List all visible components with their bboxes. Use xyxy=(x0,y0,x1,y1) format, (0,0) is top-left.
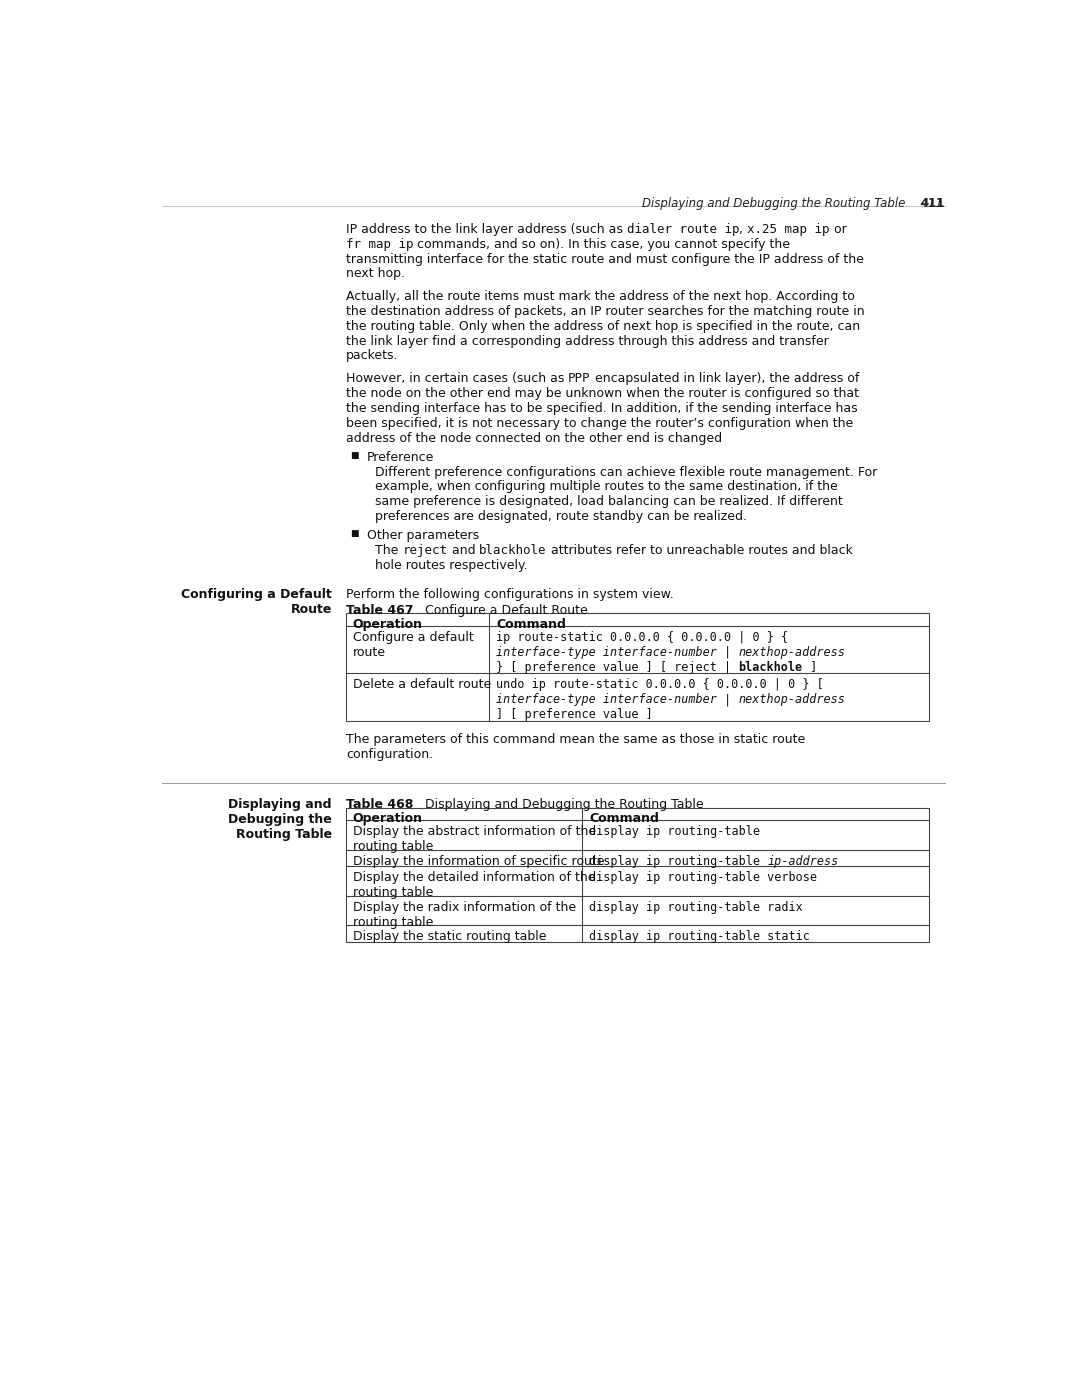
Text: configuration.: configuration. xyxy=(346,747,433,761)
Text: the sending interface has to be specified. In addition, if the sending interface: the sending interface has to be specifie… xyxy=(346,402,858,415)
Text: Command: Command xyxy=(590,812,659,826)
Text: Preference: Preference xyxy=(367,451,434,464)
Text: transmitting interface for the static route and must configure the IP address of: transmitting interface for the static ro… xyxy=(346,253,864,265)
Text: Displaying and Debugging the Routing Table: Displaying and Debugging the Routing Tab… xyxy=(414,798,704,812)
Text: Operation: Operation xyxy=(353,617,422,630)
Text: next hop.: next hop. xyxy=(346,267,405,281)
Text: routing table: routing table xyxy=(353,840,433,854)
Text: display ip routing-table radix: display ip routing-table radix xyxy=(590,901,802,914)
Text: Configuring a Default: Configuring a Default xyxy=(181,588,332,601)
Text: Operation: Operation xyxy=(353,812,422,826)
Text: ■: ■ xyxy=(350,451,359,460)
Text: display ip routing-table: display ip routing-table xyxy=(590,826,760,838)
Text: the destination address of packets, an IP router searches for the matching route: the destination address of packets, an I… xyxy=(346,305,864,319)
Text: routing table: routing table xyxy=(353,915,433,929)
Text: encapsulated in link layer), the address of: encapsulated in link layer), the address… xyxy=(591,373,859,386)
Text: address of the node connected on the other end is changed: address of the node connected on the oth… xyxy=(346,432,721,444)
Text: ]: ] xyxy=(802,661,816,673)
Text: Configure a default: Configure a default xyxy=(353,631,473,644)
Text: fr map ip: fr map ip xyxy=(346,237,414,251)
Text: attributes refer to unreachable routes and black: attributes refer to unreachable routes a… xyxy=(546,543,852,557)
Text: Table 468: Table 468 xyxy=(346,798,414,812)
Text: ] [ preference value ]: ] [ preference value ] xyxy=(496,708,653,721)
Text: The parameters of this command mean the same as those in static route: The parameters of this command mean the … xyxy=(346,733,805,746)
Text: PPP: PPP xyxy=(568,373,591,386)
Bar xyxy=(346,807,930,942)
Text: display ip routing-table verbose: display ip routing-table verbose xyxy=(590,872,818,884)
Text: the node on the other end may be unknown when the router is configured so that: the node on the other end may be unknown… xyxy=(346,387,859,400)
Text: ip-address: ip-address xyxy=(767,855,838,868)
Text: interface-type interface-number: interface-type interface-number xyxy=(496,645,717,659)
Text: Delete a default route: Delete a default route xyxy=(353,679,491,692)
Text: dialer route ip: dialer route ip xyxy=(626,224,739,236)
Text: or: or xyxy=(829,224,847,236)
Text: and: and xyxy=(447,543,480,557)
Text: The: The xyxy=(375,543,403,557)
Text: Debugging the: Debugging the xyxy=(228,813,332,826)
Bar xyxy=(346,613,930,721)
Text: packets.: packets. xyxy=(346,349,399,362)
Text: } [ preference value ] [ reject |: } [ preference value ] [ reject | xyxy=(496,661,739,673)
Text: Displaying and Debugging the Routing Table    411: Displaying and Debugging the Routing Tab… xyxy=(642,197,943,210)
Text: Command: Command xyxy=(496,617,566,630)
Text: the link layer find a corresponding address through this address and transfer: the link layer find a corresponding addr… xyxy=(346,335,828,348)
Text: nexthop-address: nexthop-address xyxy=(739,693,846,705)
Text: |: | xyxy=(717,645,739,659)
Text: Displaying and: Displaying and xyxy=(228,798,332,812)
Text: Display the static routing table: Display the static routing table xyxy=(353,930,546,943)
Text: Display the information of specific route: Display the information of specific rout… xyxy=(353,855,605,868)
Text: routing table: routing table xyxy=(353,886,433,900)
Text: blackhole: blackhole xyxy=(480,543,546,557)
Text: Table 467: Table 467 xyxy=(346,604,414,616)
Text: route: route xyxy=(353,645,386,659)
Text: commands, and so on). In this case, you cannot specify the: commands, and so on). In this case, you … xyxy=(414,237,791,251)
Text: display ip routing-table static: display ip routing-table static xyxy=(590,930,810,943)
Text: |: | xyxy=(717,693,739,705)
Text: display ip routing-table: display ip routing-table xyxy=(590,855,767,868)
Text: Different preference configurations can achieve flexible route management. For: Different preference configurations can … xyxy=(375,465,877,479)
Text: IP address to the link layer address (such as: IP address to the link layer address (su… xyxy=(346,224,626,236)
Text: nexthop-address: nexthop-address xyxy=(739,645,846,659)
Text: 411: 411 xyxy=(920,197,945,210)
Text: Display the radix information of the: Display the radix information of the xyxy=(353,901,576,914)
Text: blackhole: blackhole xyxy=(739,661,802,673)
Text: been specified, it is not necessary to change the router’s configuration when th: been specified, it is not necessary to c… xyxy=(346,416,853,430)
Text: hole routes respectively.: hole routes respectively. xyxy=(375,559,528,571)
Text: preferences are designated, route standby can be realized.: preferences are designated, route standb… xyxy=(375,510,747,522)
Text: ■: ■ xyxy=(350,529,359,538)
Text: example, when configuring multiple routes to the same destination, if the: example, when configuring multiple route… xyxy=(375,481,838,493)
Text: undo ip route-static 0.0.0.0 { 0.0.0.0 | 0 } [: undo ip route-static 0.0.0.0 { 0.0.0.0 |… xyxy=(496,679,824,692)
Text: x.25 map ip: x.25 map ip xyxy=(747,224,829,236)
Text: ip route-static 0.0.0.0 { 0.0.0.0 | 0 } {: ip route-static 0.0.0.0 { 0.0.0.0 | 0 } … xyxy=(496,631,788,644)
Text: However, in certain cases (such as: However, in certain cases (such as xyxy=(346,373,568,386)
Text: the routing table. Only when the address of next hop is specified in the route, : the routing table. Only when the address… xyxy=(346,320,860,332)
Text: same preference is designated, load balancing can be realized. If different: same preference is designated, load bala… xyxy=(375,495,843,509)
Text: Configure a Default Route: Configure a Default Route xyxy=(414,604,588,616)
Text: Perform the following configurations in system view.: Perform the following configurations in … xyxy=(346,588,674,601)
Text: Routing Table: Routing Table xyxy=(235,828,332,841)
Text: Route: Route xyxy=(291,604,332,616)
Text: Display the detailed information of the: Display the detailed information of the xyxy=(353,872,595,884)
Text: Other parameters: Other parameters xyxy=(367,529,478,542)
Text: ,: , xyxy=(739,224,747,236)
Text: interface-type interface-number: interface-type interface-number xyxy=(496,693,717,705)
Text: Actually, all the route items must mark the address of the next hop. According t: Actually, all the route items must mark … xyxy=(346,291,854,303)
Text: Display the abstract information of the: Display the abstract information of the xyxy=(353,826,596,838)
Text: reject: reject xyxy=(403,543,447,557)
